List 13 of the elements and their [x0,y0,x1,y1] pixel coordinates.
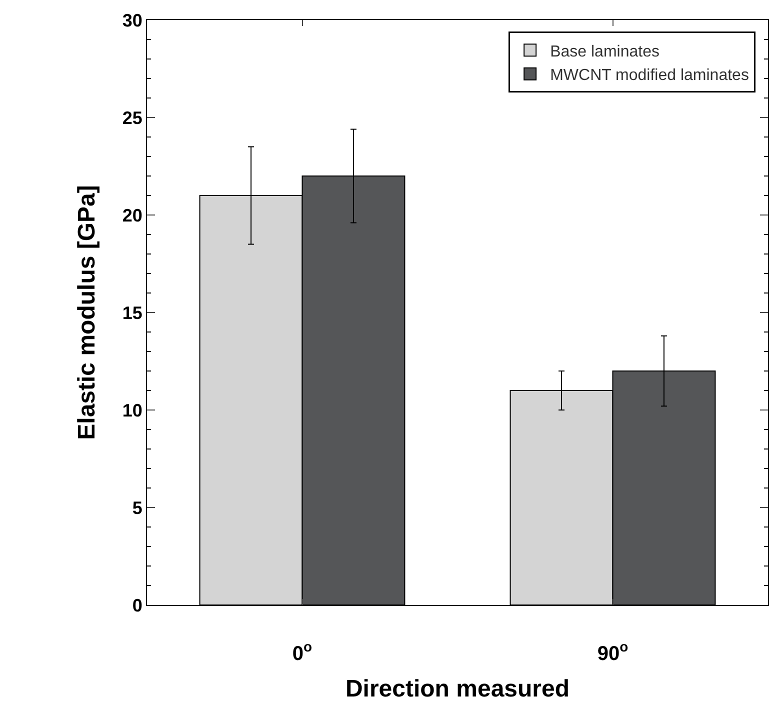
y-tick-label: 5 [132,498,142,518]
y-tick-label: 25 [122,108,142,128]
x-tick-label: 90$^{o}$ [597,638,628,665]
legend-label: Base laminates [550,43,660,60]
x-axis-title: Direction measured [345,675,570,702]
y-tick-label: 10 [122,400,142,420]
y-tick-label: 15 [122,302,142,323]
y-tick-label: 20 [122,205,142,226]
y-axis-title: Elastic modulus [GPa] [73,185,100,440]
y-tick-label: 30 [122,10,142,30]
y-tick-label: 0 [132,595,142,616]
legend-label: MWCNT modified laminates [550,67,749,84]
x-tick-label: 0$^{o}$ [292,638,312,665]
